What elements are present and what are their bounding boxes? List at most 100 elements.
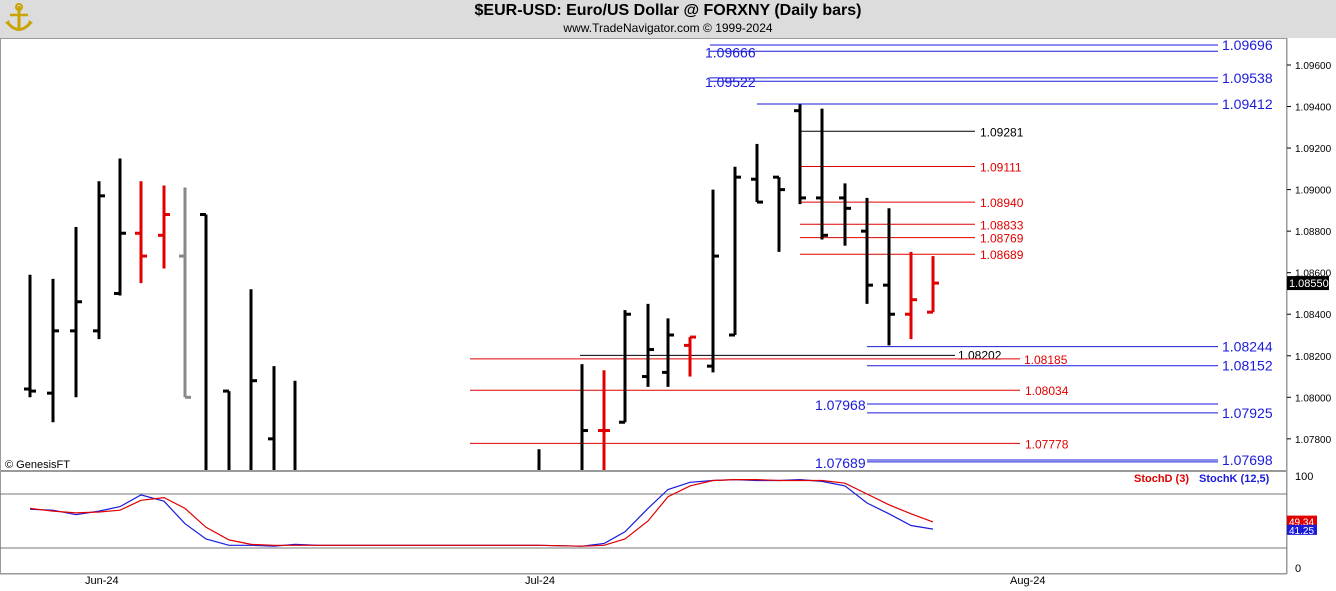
level-label: 1.08185 [1024, 353, 1068, 367]
price-bar [662, 318, 674, 387]
level-label: 1.09281 [980, 125, 1024, 139]
level-black: 1.09281 [800, 125, 1024, 139]
price-bar [839, 183, 851, 246]
level-label: 1.07689 [815, 455, 866, 471]
level-label: 1.09696 [1222, 38, 1273, 53]
level-blue: 1.08152 [867, 358, 1273, 374]
price-bar [642, 303, 654, 387]
level-label: 1.07778 [1025, 437, 1069, 451]
price-bar [707, 189, 719, 373]
price-tick-label: 1.08200 [1295, 352, 1332, 363]
level-label: 1.08689 [980, 248, 1024, 262]
x-label-jul: Jul-24 [525, 575, 555, 587]
price-bar [816, 108, 828, 240]
price-bars [24, 104, 939, 470]
price-bar [179, 187, 191, 399]
price-bar [249, 289, 257, 470]
price-bar [158, 185, 170, 269]
price-bar [24, 274, 36, 398]
stochk-last-badge: 41.25 [1287, 524, 1317, 537]
level-label: 1.07925 [1222, 405, 1273, 421]
price-bar [773, 175, 785, 252]
stoch-tick-100: 100 [1295, 471, 1313, 483]
level-red: 1.08185 [470, 353, 1068, 367]
level-blue: 1.09522 [705, 74, 1218, 90]
x-label-jun: Jun-24 [85, 575, 119, 587]
price-tick: 1.08400 [1287, 310, 1332, 321]
level-red: 1.07778 [470, 437, 1069, 451]
stochk-legend: StochK (12,5) [1199, 473, 1270, 485]
level-blue: 1.09412 [757, 96, 1273, 112]
price-tick: 1.09200 [1287, 144, 1332, 155]
price-bar [905, 251, 917, 340]
price-bar [223, 389, 231, 470]
price-bar [580, 364, 588, 470]
level-label: 1.08940 [980, 196, 1024, 210]
price-tick: 1.08600 [1287, 269, 1332, 280]
level-label: 1.07698 [1222, 452, 1273, 468]
stochastic-lines [29, 478, 934, 547]
price-tick-label: 1.09000 [1295, 186, 1332, 197]
price-tick: 1.09400 [1287, 103, 1332, 114]
price-tick-label: 1.08000 [1295, 393, 1332, 404]
stoch-series-line [29, 479, 934, 547]
level-blue: 1.09696 [710, 38, 1273, 53]
price-bar [883, 208, 895, 346]
level-blue: 1.09666 [705, 44, 1218, 60]
level-label: 1.08244 [1222, 339, 1273, 355]
price-tick: 1.09000 [1287, 186, 1332, 197]
y-axis-area [1287, 38, 1336, 591]
level-blue: 1.07698 [867, 452, 1273, 468]
price-tick-label: 1.09600 [1295, 61, 1332, 72]
level-blue: 1.09538 [710, 70, 1273, 86]
last-price-badge: 1.08550 [1287, 276, 1329, 291]
level-label: 1.07968 [815, 397, 866, 413]
level-blue: 1.07925 [867, 405, 1273, 421]
svg-text:49.34: 49.34 [1289, 518, 1314, 529]
price-tick: 1.08200 [1287, 352, 1332, 363]
price-bar [927, 256, 939, 314]
level-label: 1.09666 [705, 44, 756, 60]
level-label: 1.09538 [1222, 70, 1273, 86]
x-label-aug: Aug-24 [1010, 575, 1045, 587]
last-price-label: 1.08550 [1289, 278, 1329, 290]
stochastic-reference-lines [0, 493, 1287, 549]
price-tick-label: 1.07800 [1295, 435, 1332, 446]
stochd-last-badge: 49.34 [1287, 515, 1317, 529]
level-label: 1.08202 [958, 348, 1002, 362]
chart-title: $EUR-USD: Euro/US Dollar @ FORXNY (Daily… [474, 2, 862, 19]
level-label: 1.09412 [1222, 96, 1273, 112]
chart-subtitle: www.TradeNavigator.com © 1999-2024 [563, 21, 773, 35]
price-tick-label: 1.09400 [1295, 103, 1332, 114]
price-tick-label: 1.09200 [1295, 144, 1332, 155]
level-blue: 1.08244 [867, 339, 1273, 355]
level-red: 1.08940 [800, 196, 1024, 210]
level-label: 1.08833 [980, 218, 1024, 232]
stochd-legend: StochD (3) [1134, 473, 1189, 485]
price-axis-ticks: 1.09600 1.09400 1.09200 1.09000 1.08800 1.086… [1287, 61, 1332, 446]
chart-area[interactable]: 1.09696 1.09666 1.09538 1.09522 1.09412 1.092… [0, 38, 1336, 591]
stochastic-panel[interactable] [0, 471, 1287, 574]
price-tick-label: 1.08800 [1295, 227, 1332, 238]
level-red: 1.08034 [470, 384, 1069, 398]
gold-anchor-logo-icon [5, 3, 33, 31]
price-tick: 1.08800 [1287, 227, 1332, 238]
price-bar [200, 213, 208, 470]
stoch-tick-0: 0 [1295, 563, 1301, 575]
price-bar [729, 166, 741, 337]
price-bar [598, 370, 610, 470]
level-blue: 1.07689 [815, 455, 1218, 471]
price-panel[interactable] [0, 38, 1287, 471]
price-bar [684, 335, 696, 377]
level-label: 1.08034 [1025, 384, 1069, 398]
price-bar [114, 158, 126, 296]
level-label: 1.09111 [980, 161, 1022, 175]
price-bar [619, 310, 631, 424]
price-bar [47, 278, 59, 423]
price-tick: 1.07800 [1287, 435, 1332, 446]
level-red: 1.09111 [800, 161, 1022, 175]
price-bar [135, 181, 147, 284]
watermark: © GenesisFT [5, 459, 70, 471]
price-bar [70, 227, 82, 398]
price-bar [751, 143, 763, 204]
